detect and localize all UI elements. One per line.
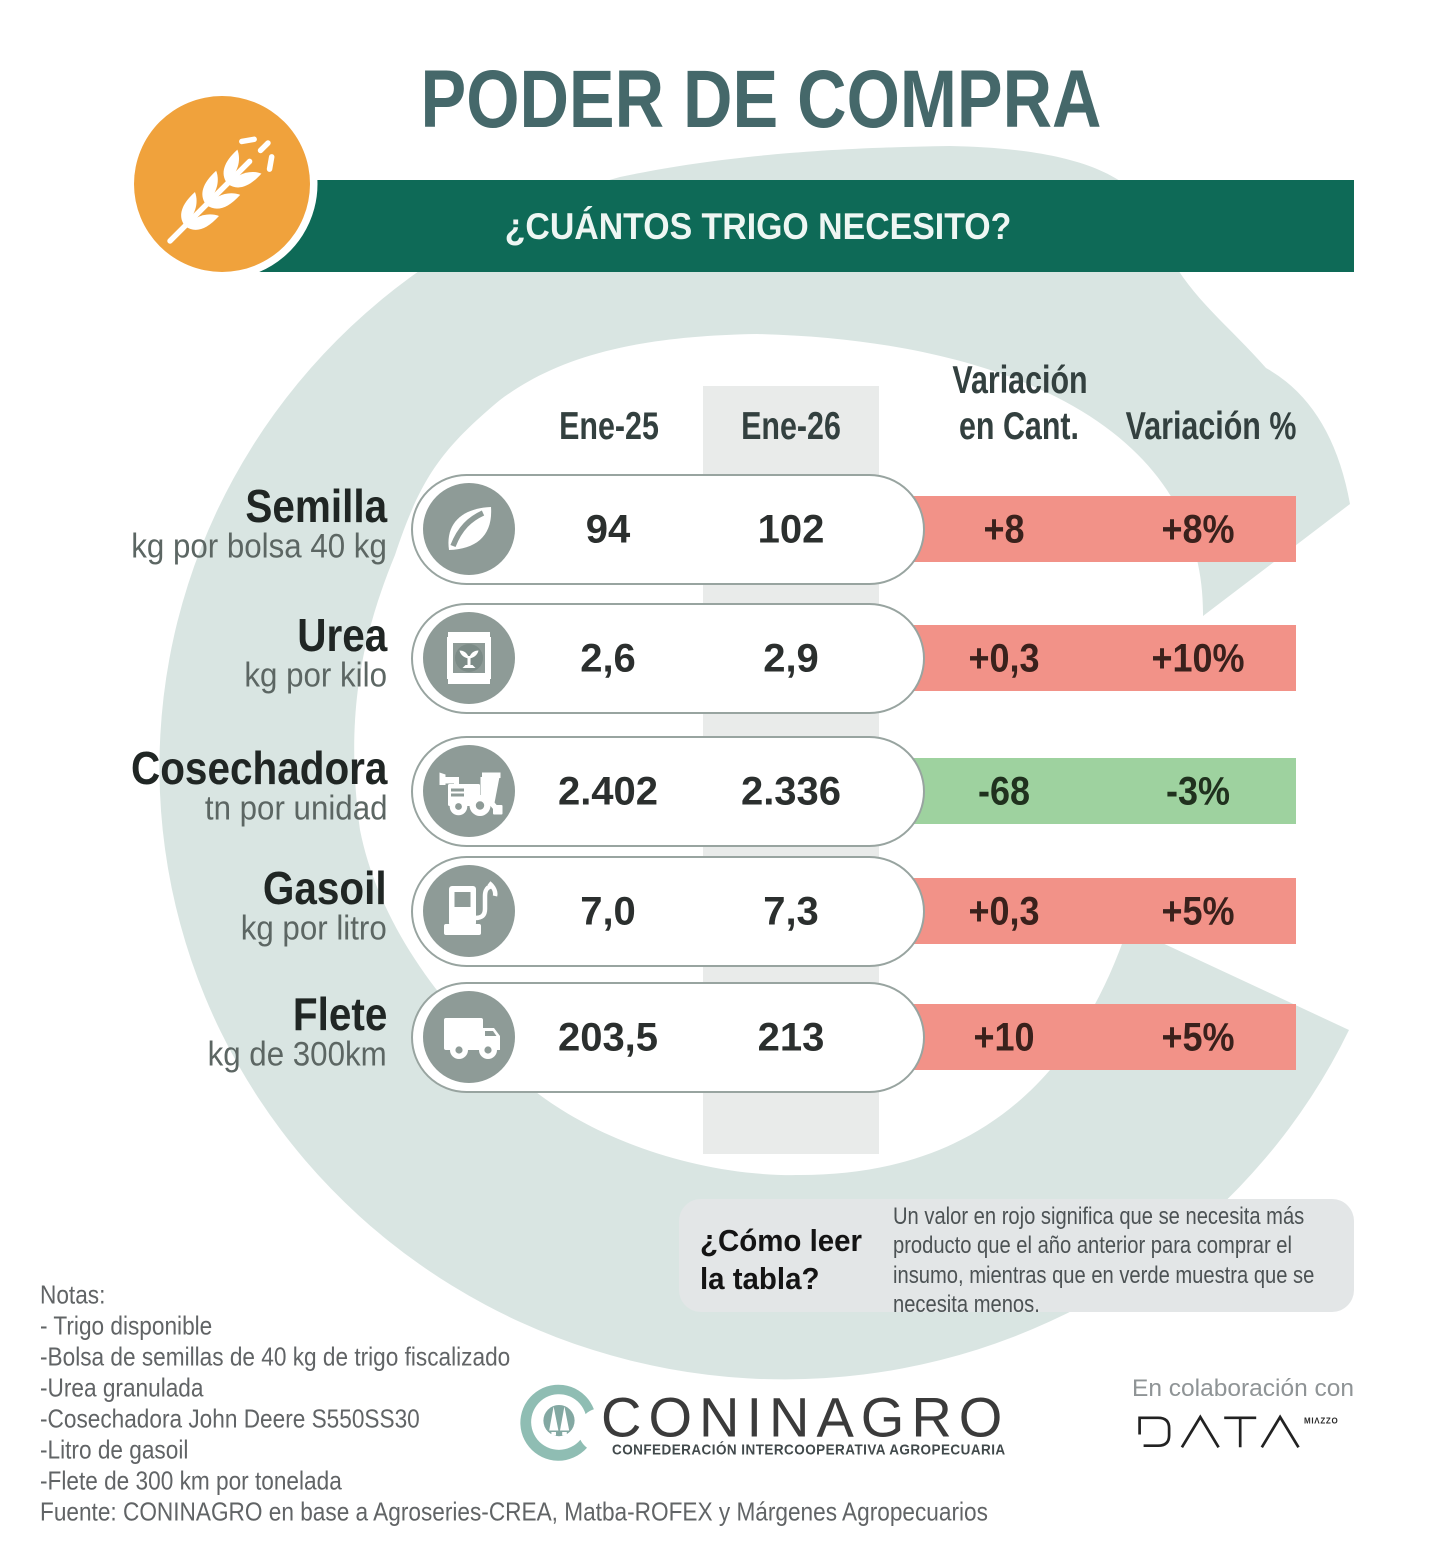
svg-text:MIΛZZO: MIΛZZO [1304, 1417, 1338, 1426]
